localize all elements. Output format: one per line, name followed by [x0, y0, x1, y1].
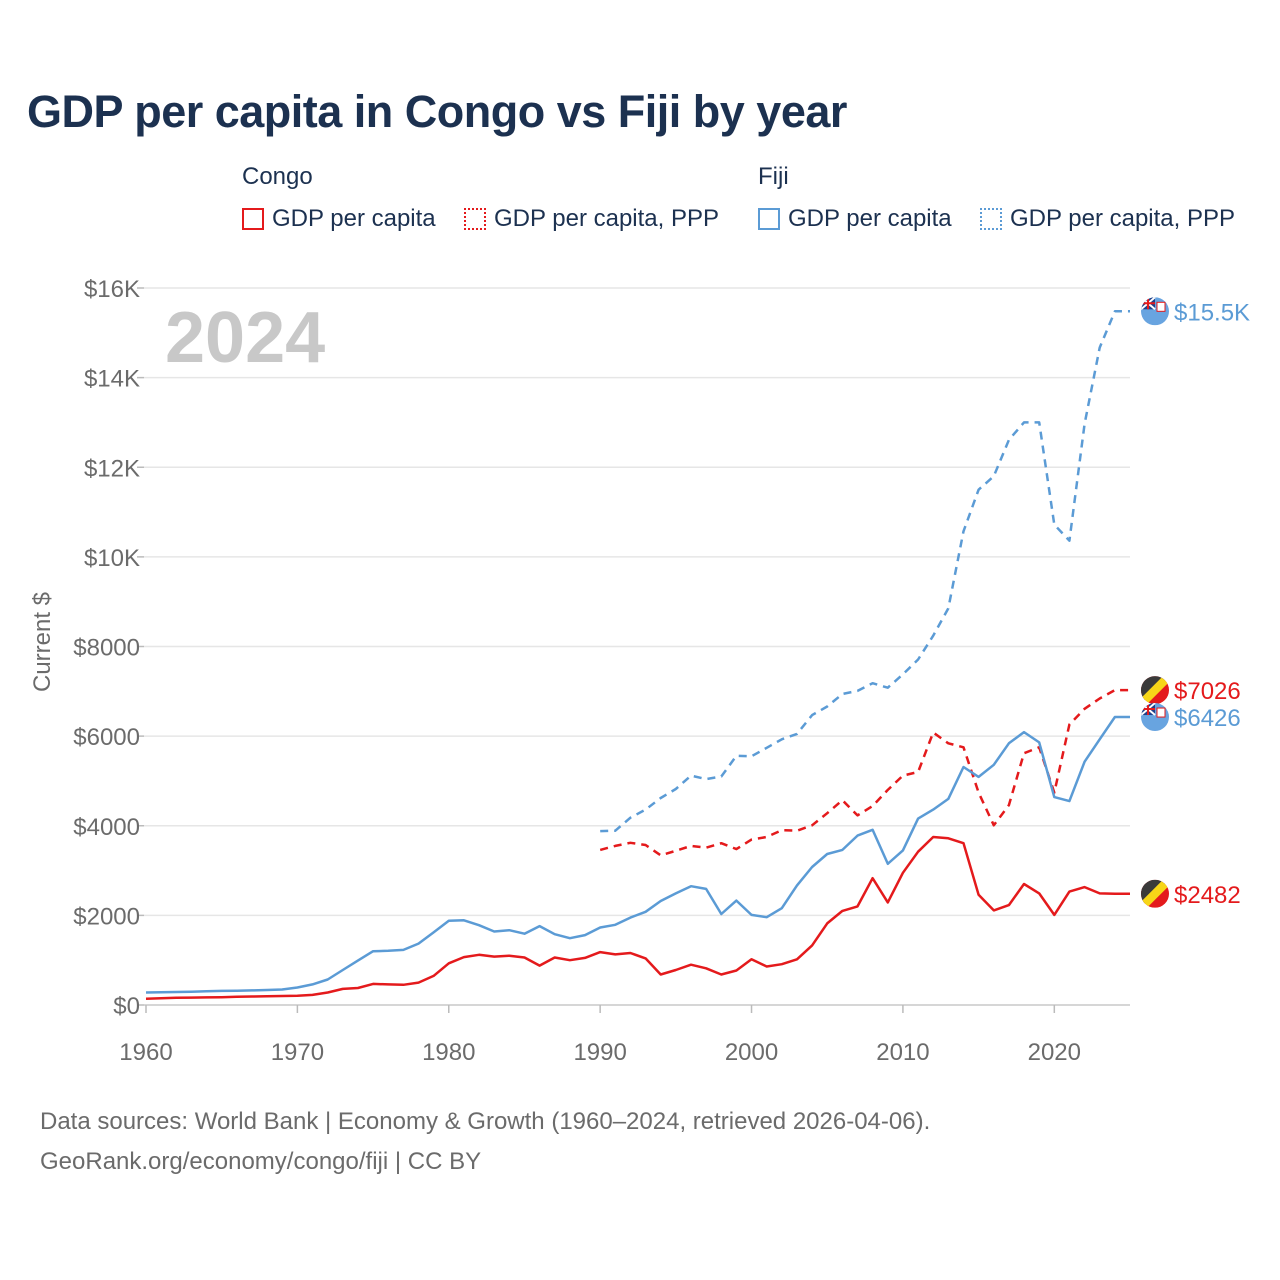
marker-layer: $2482 $7026$6426 $15.5K [1141, 297, 1250, 909]
x-tick-label: 1970 [271, 1039, 324, 1066]
legend-item-fiji-gdp[interactable]: GDP per capita [758, 204, 952, 234]
x-tick-label: 2020 [1028, 1039, 1081, 1066]
series-line-congo-gdp-per-capita [145, 835, 1130, 1000]
legend-group-congo: Congo [242, 163, 313, 190]
end-value-label-fiji-gdp-per-capita: $6426 [1174, 705, 1241, 732]
y-tick-label: $10K [84, 545, 140, 572]
y-tick-label: $8000 [73, 635, 140, 662]
y-tick-label: $14K [84, 366, 140, 393]
legend-item-fiji-gdp-ppp[interactable]: GDP per capita, PPP [980, 204, 1235, 234]
end-value-label-congo-gdp-per-capita: $2482 [1174, 882, 1241, 909]
x-tick-label: 1960 [119, 1039, 172, 1066]
y-tick-label: $4000 [73, 814, 140, 841]
y-tick-label: $2000 [73, 903, 140, 930]
end-marker-congo-gdp-per-capita [1141, 879, 1169, 908]
legend-item-congo-gdp[interactable]: GDP per capita [242, 204, 436, 234]
y-tick-label: $16K [84, 276, 140, 303]
axis-layer: $0 $2000 $4000 $6000 $8000 $10K $12K $14K $16K 19… [73, 276, 1130, 1066]
legend-swatch-congo-gdp [242, 208, 264, 230]
legend-item-congo-gdp-ppp[interactable]: GDP per capita, PPP [464, 204, 719, 234]
end-marker-fiji-gdp-per-capita [1141, 703, 1169, 732]
y-tick-label: $12K [84, 455, 140, 482]
end-marker-congo-gdp-per-capita-ppp [1141, 676, 1169, 705]
data-source-note: Data sources: World Bank | Economy & Gro… [40, 1108, 931, 1135]
legend-label-fiji-gdp-ppp: GDP per capita, PPP [1010, 205, 1235, 232]
series-line-congo-gdp-per-capita-ppp [599, 688, 1130, 857]
legend-swatch-fiji-gdp [758, 208, 780, 230]
legend-label-congo-gdp-ppp: GDP per capita, PPP [494, 205, 719, 232]
y-tick-label: $6000 [73, 724, 140, 751]
y-axis-title: Current $ [29, 592, 56, 692]
series-layer [145, 310, 1130, 1000]
end-value-label-fiji-gdp-per-capita-ppp: $15.5K [1174, 299, 1250, 326]
end-marker-fiji-gdp-per-capita-ppp [1141, 297, 1169, 326]
source-url[interactable]: GeoRank.org/economy/congo/fiji | CC BY [40, 1148, 482, 1175]
y-tick-label: $0 [113, 993, 140, 1020]
legend-group-fiji: Fiji [758, 163, 789, 190]
end-value-label-congo-gdp-per-capita-ppp: $7026 [1174, 678, 1241, 705]
year-watermark: 2024 [165, 298, 325, 378]
legend-label-congo-gdp: GDP per capita [272, 205, 436, 232]
chart-title: GDP per capita in Congo vs Fiji by year [27, 86, 847, 137]
legend-swatch-congo-gdp-ppp [464, 208, 486, 230]
x-tick-label: 1980 [422, 1039, 475, 1066]
x-tick-label: 1990 [573, 1039, 626, 1066]
series-line-fiji-gdp-per-capita-ppp [600, 310, 1130, 833]
series-line-fiji-gdp-per-capita [145, 715, 1130, 994]
legend-label-fiji-gdp: GDP per capita [788, 205, 952, 232]
x-tick-label: 2010 [876, 1039, 929, 1066]
legend-swatch-fiji-gdp-ppp [980, 208, 1002, 230]
x-tick-label: 2000 [725, 1039, 778, 1066]
